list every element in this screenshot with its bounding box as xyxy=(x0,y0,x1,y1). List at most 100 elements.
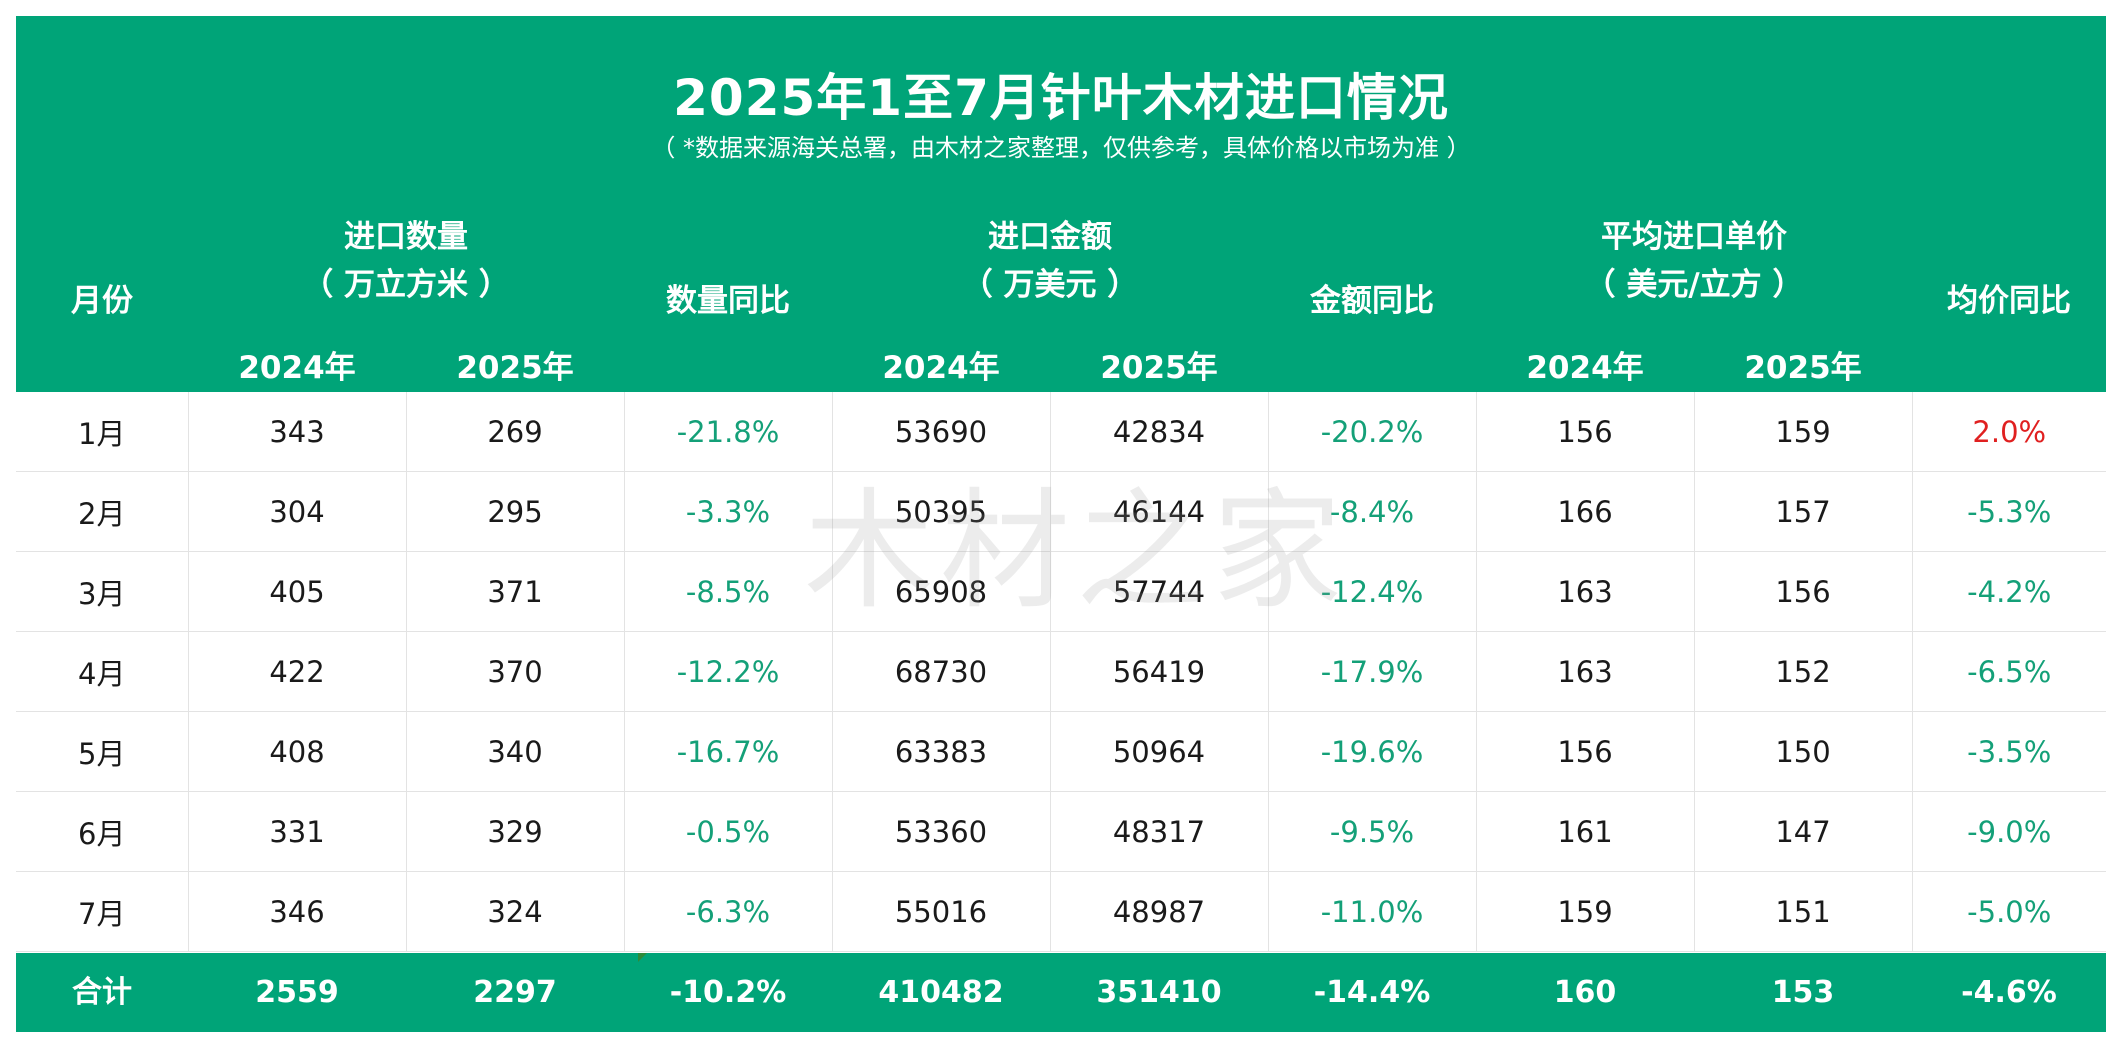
cell-qty-2024: 331 xyxy=(188,791,407,872)
header-price-yoy: 均价同比 xyxy=(1947,283,2071,319)
header-price-title: 平均进口单价 xyxy=(1601,219,1787,255)
cell-amount-yoy: -11.0% xyxy=(1268,871,1477,952)
cell-price-2025: 152 xyxy=(1694,631,1913,712)
cell-amount-2025: 46144 xyxy=(1050,471,1269,552)
cell-amount-yoy: -19.6% xyxy=(1268,711,1477,792)
header-price-2025: 2025年 xyxy=(1744,350,1862,386)
cell-qty-yoy: -12.2% xyxy=(624,631,833,712)
total-amount-2025: 351410 xyxy=(1096,975,1222,1010)
cell-qty-2025: 324 xyxy=(406,871,625,952)
cell-month: 3月 xyxy=(16,551,189,632)
cell-price-2025: 159 xyxy=(1694,392,1913,472)
cell-price-yoy: 2.0% xyxy=(1912,392,2106,472)
cell-amount-2024: 55016 xyxy=(832,871,1051,952)
header-qty-2024: 2024年 xyxy=(238,350,356,386)
cell-price-yoy: -6.5% xyxy=(1912,631,2106,712)
total-amount-yoy: -14.4% xyxy=(1313,975,1431,1010)
total-qty-2024: 2559 xyxy=(255,975,339,1010)
table-row: 2月 304 295 -3.3% 50395 46144 -8.4% 166 157 -5.3% xyxy=(16,471,2106,552)
cell-qty-2024: 422 xyxy=(188,631,407,712)
cell-qty-2024: 304 xyxy=(188,471,407,552)
cell-qty-2025: 269 xyxy=(406,392,625,472)
cell-month: 7月 xyxy=(16,871,189,952)
cell-price-2024: 166 xyxy=(1476,471,1695,552)
header-amount-unit: （ 万美元 ） xyxy=(961,267,1139,303)
cell-price-2024: 163 xyxy=(1476,551,1695,632)
cell-qty-yoy: -3.3% xyxy=(624,471,833,552)
cell-qty-yoy: -21.8% xyxy=(624,392,833,472)
header-qty-2025: 2025年 xyxy=(456,350,574,386)
cell-price-yoy: -5.3% xyxy=(1912,471,2106,552)
cell-price-2024: 163 xyxy=(1476,631,1695,712)
table-row: 3月 405 371 -8.5% 65908 57744 -12.4% 163 156 -4.2% xyxy=(16,551,2106,632)
cell-amount-2025: 42834 xyxy=(1050,392,1269,472)
table-row: 4月 422 370 -12.2% 68730 56419 -17.9% 163 152 -6.5… xyxy=(16,631,2106,712)
cell-amount-2025: 48987 xyxy=(1050,871,1269,952)
cell-amount-2024: 65908 xyxy=(832,551,1051,632)
total-amount-2024: 410482 xyxy=(878,975,1004,1010)
page-subtitle: （ *数据来源海关总署，由木材之家整理，仅供参考，具体价格以市场为准 ） xyxy=(651,134,1471,162)
cell-price-yoy: -4.2% xyxy=(1912,551,2106,632)
cell-qty-2025: 340 xyxy=(406,711,625,792)
total-price-2024: 160 xyxy=(1553,975,1617,1010)
cell-amount-2024: 50395 xyxy=(832,471,1051,552)
table-header: 2025年1至7月针叶木材进口情况 （ *数据来源海关总署，由木材之家整理，仅供… xyxy=(16,16,2106,392)
total-price-2025: 153 xyxy=(1771,975,1835,1010)
cell-qty-2025: 371 xyxy=(406,551,625,632)
cell-amount-2024: 53360 xyxy=(832,791,1051,872)
table-row: 5月 408 340 -16.7% 63383 50964 -19.6% 156 150 -3.5… xyxy=(16,711,2106,792)
cell-qty-2025: 370 xyxy=(406,631,625,712)
header-month: 月份 xyxy=(71,283,133,319)
header-amount-2024: 2024年 xyxy=(882,350,1000,386)
data-table: 1月 343 269 -21.8% 53690 42834 -20.2% 156 159 2.0%… xyxy=(16,392,2106,952)
table-row: 6月 331 329 -0.5% 53360 48317 -9.5% 161 147 -9.0% xyxy=(16,791,2106,872)
total-price-yoy: -4.6% xyxy=(1961,975,2057,1010)
cell-amount-2025: 50964 xyxy=(1050,711,1269,792)
cell-qty-2024: 343 xyxy=(188,392,407,472)
total-qty-2025: 2297 xyxy=(473,975,557,1010)
header-qty-yoy: 数量同比 xyxy=(666,283,790,319)
header-amount-2025: 2025年 xyxy=(1100,350,1218,386)
header-price-2024: 2024年 xyxy=(1526,350,1644,386)
cell-amount-2024: 63383 xyxy=(832,711,1051,792)
cell-price-2024: 156 xyxy=(1476,392,1695,472)
cell-amount-yoy: -12.4% xyxy=(1268,551,1477,632)
cell-price-2024: 156 xyxy=(1476,711,1695,792)
cell-price-yoy: -9.0% xyxy=(1912,791,2106,872)
total-row: 合计 2559 2297 -10.2% 410482 351410 -14.4%… xyxy=(16,953,2106,1032)
cell-qty-2025: 295 xyxy=(406,471,625,552)
cell-amount-yoy: -8.4% xyxy=(1268,471,1477,552)
total-label: 合计 xyxy=(72,975,132,1010)
table-row: 7月 346 324 -6.3% 55016 48987 -11.0% 159 151 -5.0% xyxy=(16,871,2106,952)
cell-price-2025: 156 xyxy=(1694,551,1913,632)
cell-month: 4月 xyxy=(16,631,189,712)
cell-amount-yoy: -20.2% xyxy=(1268,392,1477,472)
cell-qty-yoy: -6.3% xyxy=(624,871,833,952)
cell-qty-2024: 346 xyxy=(188,871,407,952)
cell-price-yoy: -3.5% xyxy=(1912,711,2106,792)
cell-month: 5月 xyxy=(16,711,189,792)
cell-amount-2025: 56419 xyxy=(1050,631,1269,712)
total-qty-yoy: -10.2% xyxy=(669,975,787,1010)
cell-amount-yoy: -9.5% xyxy=(1268,791,1477,872)
cell-month: 6月 xyxy=(16,791,189,872)
header-qty: 进口数量 （ 万立方米 ） xyxy=(188,213,624,309)
header-amount: 进口金额 （ 万美元 ） xyxy=(832,213,1268,309)
import-table-sheet: 2025年1至7月针叶木材进口情况 （ *数据来源海关总署，由木材之家整理，仅供… xyxy=(16,16,2106,1032)
header-amount-title: 进口金额 xyxy=(988,219,1112,255)
cell-qty-yoy: -8.5% xyxy=(624,551,833,632)
cell-corner-marker xyxy=(638,953,647,962)
cell-price-2024: 161 xyxy=(1476,791,1695,872)
cell-price-2025: 157 xyxy=(1694,471,1913,552)
cell-qty-yoy: -0.5% xyxy=(624,791,833,872)
header-price: 平均进口单价 （ 美元/立方 ） xyxy=(1476,213,1912,309)
header-price-unit: （ 美元/立方 ） xyxy=(1584,267,1804,303)
cell-month: 2月 xyxy=(16,471,189,552)
cell-amount-yoy: -17.9% xyxy=(1268,631,1477,712)
header-qty-unit: （ 万立方米 ） xyxy=(302,267,510,303)
cell-price-2025: 150 xyxy=(1694,711,1913,792)
cell-amount-2025: 57744 xyxy=(1050,551,1269,632)
cell-price-2024: 159 xyxy=(1476,871,1695,952)
cell-qty-2024: 405 xyxy=(188,551,407,632)
cell-price-yoy: -5.0% xyxy=(1912,871,2106,952)
